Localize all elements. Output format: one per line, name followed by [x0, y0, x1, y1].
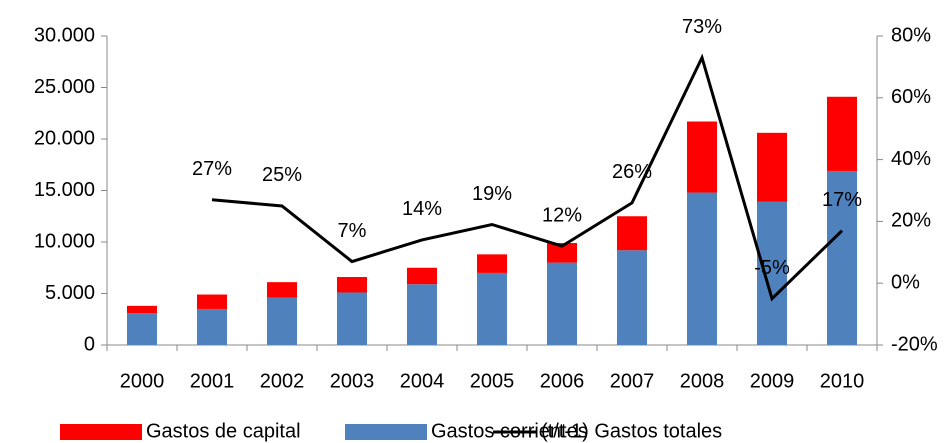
x-tick-label: 2009: [750, 370, 795, 392]
bar: [617, 250, 647, 345]
line: [211, 53, 844, 302]
data-label: 12%: [542, 204, 582, 226]
x-tick-label: 2010: [820, 370, 865, 392]
bar: [757, 132, 787, 202]
bar: [687, 121, 717, 193]
y2-tick-label: -20%: [891, 333, 938, 355]
data-label: 27%: [192, 158, 232, 180]
x-tick-label: 2006: [540, 370, 585, 392]
x-tick-label: 2000: [120, 370, 165, 392]
bar: [337, 277, 367, 293]
y2-tick-label: 0%: [891, 271, 920, 293]
data-label: 19%: [472, 183, 512, 205]
y-tick-label: 15.000: [34, 179, 95, 201]
legend-label: Gastos de capital: [146, 420, 301, 442]
y-tick-label: 25.000: [34, 76, 95, 98]
bar: [127, 313, 157, 345]
y-tick-label: 5.000: [45, 282, 95, 304]
bar: [477, 254, 507, 273]
data-label: 14%: [402, 198, 442, 220]
legend-swatch: [345, 424, 427, 440]
legend-label: (t/t-1) Gastos totales: [541, 420, 722, 442]
bar: [547, 262, 577, 345]
bar: [617, 216, 647, 251]
bar: [127, 305, 157, 314]
y-tick-label: 20.000: [34, 127, 95, 149]
x-tick-label: 2001: [190, 370, 235, 392]
x-tick-label: 2002: [260, 370, 305, 392]
bar: [267, 282, 297, 298]
bar: [267, 297, 297, 345]
y-tick-label: 30.000: [34, 24, 95, 46]
x-tick-label: 2003: [330, 370, 375, 392]
data-label: -5%: [754, 257, 790, 279]
data-label: 73%: [682, 16, 722, 38]
bar: [827, 170, 857, 345]
x-tick-label: 2008: [680, 370, 725, 392]
bar: [827, 96, 857, 171]
data-label: 17%: [822, 189, 862, 211]
legend-swatch: [60, 424, 142, 440]
data-label: 7%: [338, 220, 367, 242]
bar: [477, 272, 507, 345]
bar: [197, 308, 227, 345]
x-tick-label: 2004: [400, 370, 445, 392]
y2-tick-label: 40%: [891, 148, 931, 170]
bar: [337, 292, 367, 345]
bar: [547, 243, 577, 263]
data-label: 26%: [612, 161, 652, 183]
y2-tick-label: 80%: [891, 24, 931, 46]
x-tick-label: 2007: [610, 370, 655, 392]
y-tick-label: 10.000: [34, 230, 95, 252]
data-label: 25%: [262, 164, 302, 186]
y2-tick-label: 60%: [891, 86, 931, 108]
bar: [197, 294, 227, 309]
y-tick-label: 0: [84, 333, 95, 355]
y2-tick-label: 20%: [891, 210, 931, 232]
bar: [757, 201, 787, 345]
bar: [407, 267, 437, 285]
x-tick-label: 2005: [470, 370, 515, 392]
bar: [687, 192, 717, 345]
bar: [407, 284, 437, 345]
